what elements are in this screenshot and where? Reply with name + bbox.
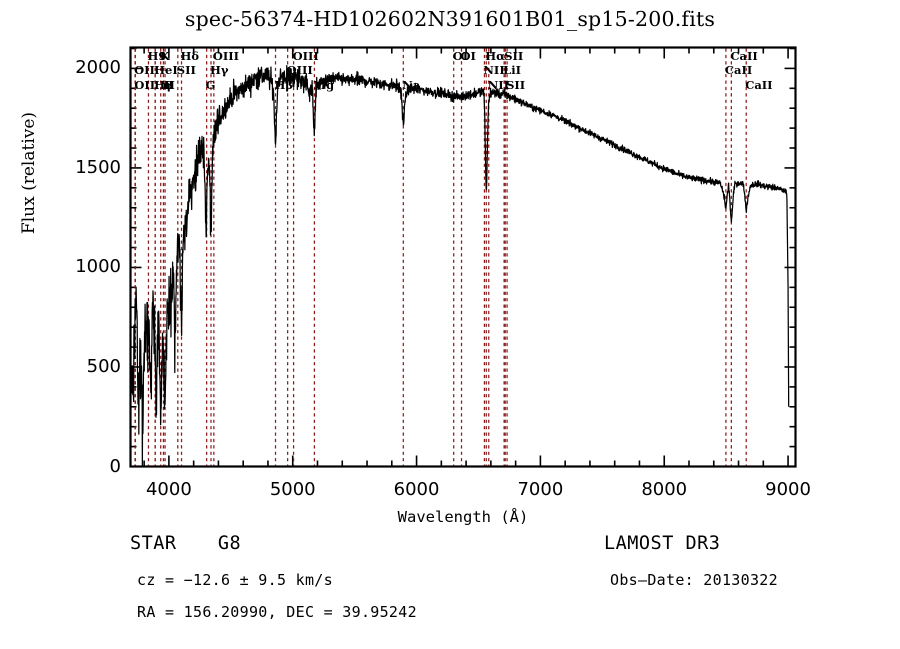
spectral-line-label-g-4305: G	[205, 78, 216, 92]
spectral-line-label-oii-3727: OII	[134, 63, 155, 77]
x-axis-label: Wavelength (Å)	[397, 508, 529, 526]
observation-date: Obs–Date: 20130322	[610, 571, 778, 589]
y-tick-1000: 1000	[75, 256, 121, 278]
spectral-line-label-h8-3889: H8	[154, 78, 174, 92]
spectral-line-label-mg-5175: Mg	[313, 78, 335, 92]
spectral-line-label-sii-6716: SII	[504, 49, 524, 63]
spectral-line-label-nii-6583: NII	[487, 78, 510, 92]
spectral-line-label-h-3969: H	[164, 78, 175, 92]
spectral-line-label-oi-6300: OI	[452, 49, 469, 63]
spectral-line-label-lii-6707: LiI	[503, 63, 521, 77]
spectral-line-label-na-5893: Na	[402, 78, 421, 92]
redshift-velocity: cz = −12.6 ± 9.5 km/s	[137, 571, 333, 589]
x-tick-7000: 7000	[517, 478, 564, 500]
spectral-line-label-caii-8542: CaII	[730, 49, 758, 63]
spectral-line-label-sii-4072: SII	[176, 63, 196, 77]
x-tick-5000: 5000	[269, 478, 316, 500]
spectral-line-label-sii-6731: SII	[506, 78, 526, 92]
spectral-line-label-h9-3835: H9	[147, 49, 167, 63]
spectral-line-label-oii-3729: OII	[134, 78, 156, 92]
spectral-line-label-k-3934: K	[159, 49, 170, 63]
x-tick-8000: 8000	[641, 478, 688, 500]
spectral-line-label-caii-8498: CaII	[724, 63, 753, 77]
spectral-line-label-h-4861: Hβ	[274, 78, 294, 92]
spectral-line-label-oi-6363: OI	[460, 49, 476, 63]
spectral-line-label-caii-8662: CaII	[745, 78, 773, 92]
x-tick-9000: 9000	[765, 478, 811, 500]
spectral-line-label-oiii-5007: OIII	[292, 49, 319, 63]
x-tick-6000: 6000	[393, 478, 440, 500]
x-tick-4000: 4000	[145, 478, 192, 500]
page-title: spec-56374-HD102602N391601B01_sp15-200.f…	[184, 7, 716, 31]
spectral-line-label-h-6563: Hα	[485, 49, 505, 63]
y-tick-1500: 1500	[75, 156, 121, 178]
spectral-line-label-nii-6548: NII	[483, 63, 505, 77]
spectral-line-label-oiii-4363: OIII	[212, 49, 239, 63]
spectral-line-label-h-4102: Hδ	[180, 49, 200, 63]
spectral-line-label-oiii-4959: OIII	[286, 63, 313, 77]
spectral-class: G8	[217, 533, 242, 554]
spectral-line-label-h-4340: Hγ	[209, 63, 229, 77]
y-tick-500: 500	[86, 355, 121, 377]
spectral-line-label-hei-3889: HeI	[154, 63, 178, 77]
object-type-label: STAR G8	[130, 533, 241, 554]
object-type: STAR	[130, 533, 177, 554]
y-tick-2000: 2000	[75, 57, 121, 79]
spectral-line-label--3956: η	[162, 78, 171, 92]
coordinates: RA = 156.20990, DEC = 39.95242	[137, 603, 417, 621]
survey-label: LAMOST DR3	[604, 533, 721, 554]
y-tick-0: 0	[109, 455, 121, 477]
